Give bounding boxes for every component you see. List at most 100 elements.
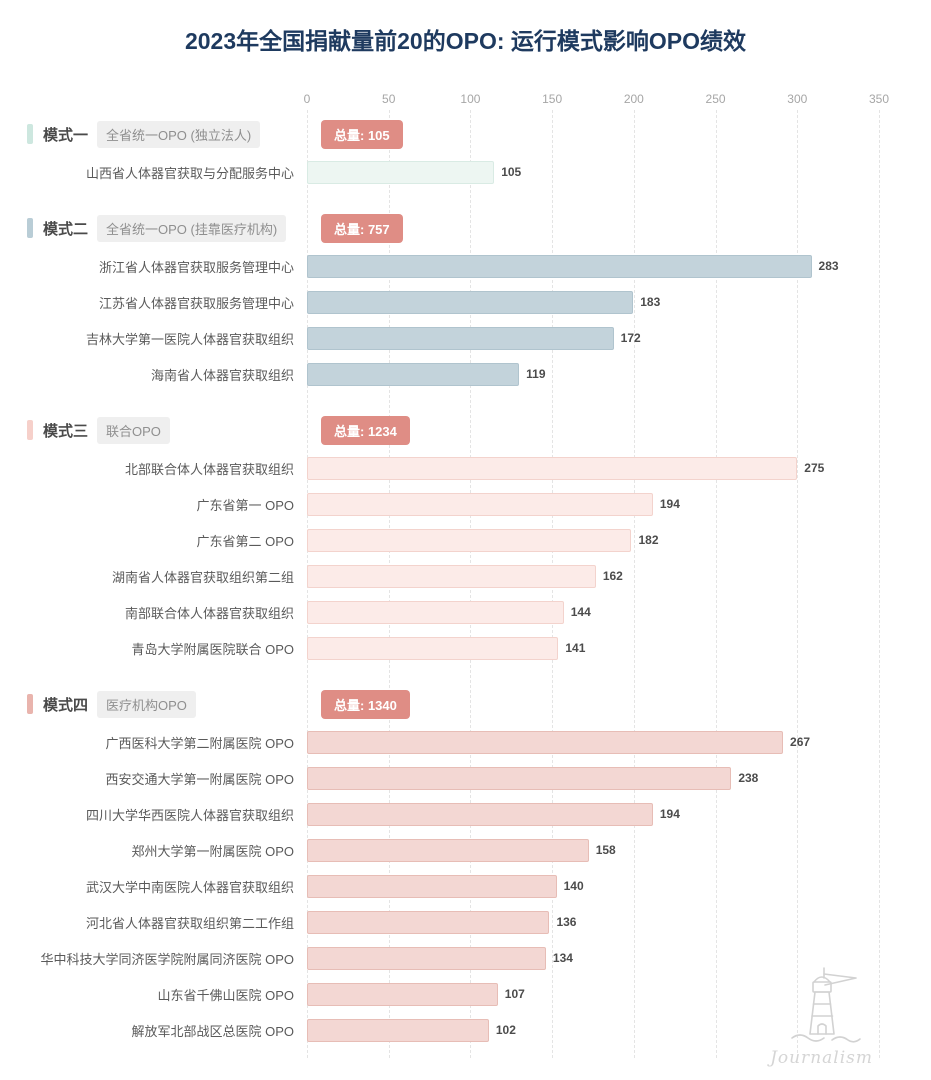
bar: 140 xyxy=(307,874,584,898)
bar: 182 xyxy=(307,528,659,552)
total-badge: 总量: 757 xyxy=(321,213,403,243)
chart-groups: 模式一 全省统一OPO (独立法人) 总量: 105 山西省人体器官获取与分配服务中心… xyxy=(0,114,931,1048)
bar-label: 北部联合体人体器官获取组织 xyxy=(124,461,294,477)
bar-value: 134 xyxy=(552,951,573,965)
bar: 158 xyxy=(307,838,616,862)
bar-row: 海南省人体器官获取组织 119 xyxy=(0,356,931,392)
group-header-plot: 总量: 1234 xyxy=(307,410,931,450)
bar-track: 141 xyxy=(307,630,931,666)
bar: 183 xyxy=(307,290,660,314)
mode-desc-badge: 医疗机构OPO xyxy=(97,690,196,718)
bar-label: 海南省人体器官获取组织 xyxy=(150,367,294,383)
x-tick-label: 250 xyxy=(705,92,726,106)
x-tick-label: 0 xyxy=(303,92,311,106)
group-header: 模式四 医疗机构OPO 总量: 1340 xyxy=(0,684,931,724)
bar-value: 158 xyxy=(595,843,616,857)
bar-row: 广东省第二 OPO 182 xyxy=(0,522,931,558)
bar: 141 xyxy=(307,636,585,660)
bar-row: 浙江省人体器官获取服务管理中心 283 xyxy=(0,248,931,284)
bar-label: 河北省人体器官获取组织第二工作组 xyxy=(85,915,294,931)
bar: 102 xyxy=(307,1018,516,1042)
x-tick-label: 150 xyxy=(542,92,563,106)
group-header: 模式三 联合OPO 总量: 1234 xyxy=(0,410,931,450)
bar-row: 北部联合体人体器官获取组织 275 xyxy=(0,450,931,486)
bar-row: 华中科技大学同济医学院附属同济医院 OPO 134 xyxy=(0,940,931,976)
group-header-plot: 总量: 1340 xyxy=(307,684,931,724)
watermark-text: Journalism xyxy=(770,1048,873,1068)
bar-value: 275 xyxy=(804,461,825,475)
bar-row: 广西医科大学第二附属医院 OPO 267 xyxy=(0,724,931,760)
bar-value: 144 xyxy=(570,605,591,619)
mode-name: 模式三 xyxy=(43,422,89,440)
bar: 107 xyxy=(307,982,525,1006)
bar: 238 xyxy=(307,766,758,790)
bar: 275 xyxy=(307,456,824,480)
bar-track: 183 xyxy=(307,284,931,320)
bar-label: 广东省第二 OPO xyxy=(196,533,294,549)
bar-row: 广东省第一 OPO 194 xyxy=(0,486,931,522)
bar: 283 xyxy=(307,254,839,278)
bar-value: 105 xyxy=(501,165,522,179)
mode-desc-badge: 全省统一OPO (独立法人) xyxy=(97,120,261,148)
bar-label: 武汉大学中南医院人体器官获取组织 xyxy=(85,879,294,895)
bar-track: 134 xyxy=(307,940,931,976)
bar-track: 283 xyxy=(307,248,931,284)
group-header-plot: 总量: 105 xyxy=(307,114,931,154)
bar-row: 江苏省人体器官获取服务管理中心 183 xyxy=(0,284,931,320)
total-badge: 总量: 1340 xyxy=(321,689,410,719)
mode-name: 模式四 xyxy=(43,696,89,714)
mode-accent-bar xyxy=(27,124,33,144)
bar-row: 郑州大学第一附属医院 OPO 158 xyxy=(0,832,931,868)
mode-group: 模式二 全省统一OPO (挂靠医疗机构) 总量: 757 浙江省人体器官获取服务管理中… xyxy=(0,208,931,392)
bar-row: 武汉大学中南医院人体器官获取组织 140 xyxy=(0,868,931,904)
bar-track: 102 xyxy=(307,1012,931,1048)
bar-value: 140 xyxy=(563,879,584,893)
total-badge: 总量: 1234 xyxy=(321,415,410,445)
bar-label: 西安交通大学第一附属医院 OPO xyxy=(105,771,294,787)
mode-accent-bar xyxy=(27,218,33,238)
bar: 267 xyxy=(307,730,810,754)
bar-track: 267 xyxy=(307,724,931,760)
mode-group: 模式四 医疗机构OPO 总量: 1340 广西医科大学第二附属医院 OPO 267 西安交… xyxy=(0,684,931,1048)
bar-value: 141 xyxy=(565,641,586,655)
bar: 194 xyxy=(307,492,680,516)
bar-row: 山东省千佛山医院 OPO 107 xyxy=(0,976,931,1012)
bar-row: 解放军北部战区总医院 OPO 102 xyxy=(0,1012,931,1048)
total-badge: 总量: 105 xyxy=(321,119,403,149)
bar-value: 172 xyxy=(620,331,641,345)
bar-label: 郑州大学第一附属医院 OPO xyxy=(131,843,294,859)
bar-value: 283 xyxy=(818,259,839,273)
mode-group: 模式一 全省统一OPO (独立法人) 总量: 105 山西省人体器官获取与分配服务中心… xyxy=(0,114,931,190)
mode-group: 模式三 联合OPO 总量: 1234 北部联合体人体器官获取组织 275 广东省第一 OP… xyxy=(0,410,931,666)
bar-label: 南部联合体人体器官获取组织 xyxy=(124,605,294,621)
group-header-left: 模式四 医疗机构OPO xyxy=(0,690,307,718)
bar-track: 162 xyxy=(307,558,931,594)
bar-label: 山西省人体器官获取与分配服务中心 xyxy=(85,165,294,181)
group-header-left: 模式二 全省统一OPO (挂靠医疗机构) xyxy=(0,214,307,242)
bar: 105 xyxy=(307,160,521,184)
bar-label: 四川大学华西医院人体器官获取组织 xyxy=(85,807,294,823)
bar-label: 广东省第一 OPO xyxy=(196,497,294,513)
x-axis: 0 50 100 150 200 250 300 350 xyxy=(303,90,889,112)
bar: 172 xyxy=(307,326,641,350)
mode-desc-badge: 联合OPO xyxy=(97,416,170,444)
bar: 136 xyxy=(307,910,576,934)
bar-label: 湖南省人体器官获取组织第二组 xyxy=(111,569,294,585)
bar-label: 广西医科大学第二附属医院 OPO xyxy=(105,735,294,751)
bar-row: 河北省人体器官获取组织第二工作组 136 xyxy=(0,904,931,940)
bar-track: 105 xyxy=(307,154,931,190)
bar: 162 xyxy=(307,564,623,588)
page-title: 2023年全国捐献量前20的OPO: 运行模式影响OPO绩效 xyxy=(184,28,747,54)
bar: 134 xyxy=(307,946,573,970)
bar-label: 吉林大学第一医院人体器官获取组织 xyxy=(85,331,294,347)
bar-row: 四川大学华西医院人体器官获取组织 194 xyxy=(0,796,931,832)
mode-name: 模式二 xyxy=(43,220,89,238)
bar-track: 119 xyxy=(307,356,931,392)
bar-label: 华中科技大学同济医学院附属同济医院 OPO xyxy=(40,951,294,967)
bar-value: 194 xyxy=(659,807,680,821)
bar-track: 194 xyxy=(307,486,931,522)
bar-value: 182 xyxy=(638,533,659,547)
bar-row: 西安交通大学第一附属医院 OPO 238 xyxy=(0,760,931,796)
bar-row: 南部联合体人体器官获取组织 144 xyxy=(0,594,931,630)
bar-value: 136 xyxy=(556,915,577,929)
